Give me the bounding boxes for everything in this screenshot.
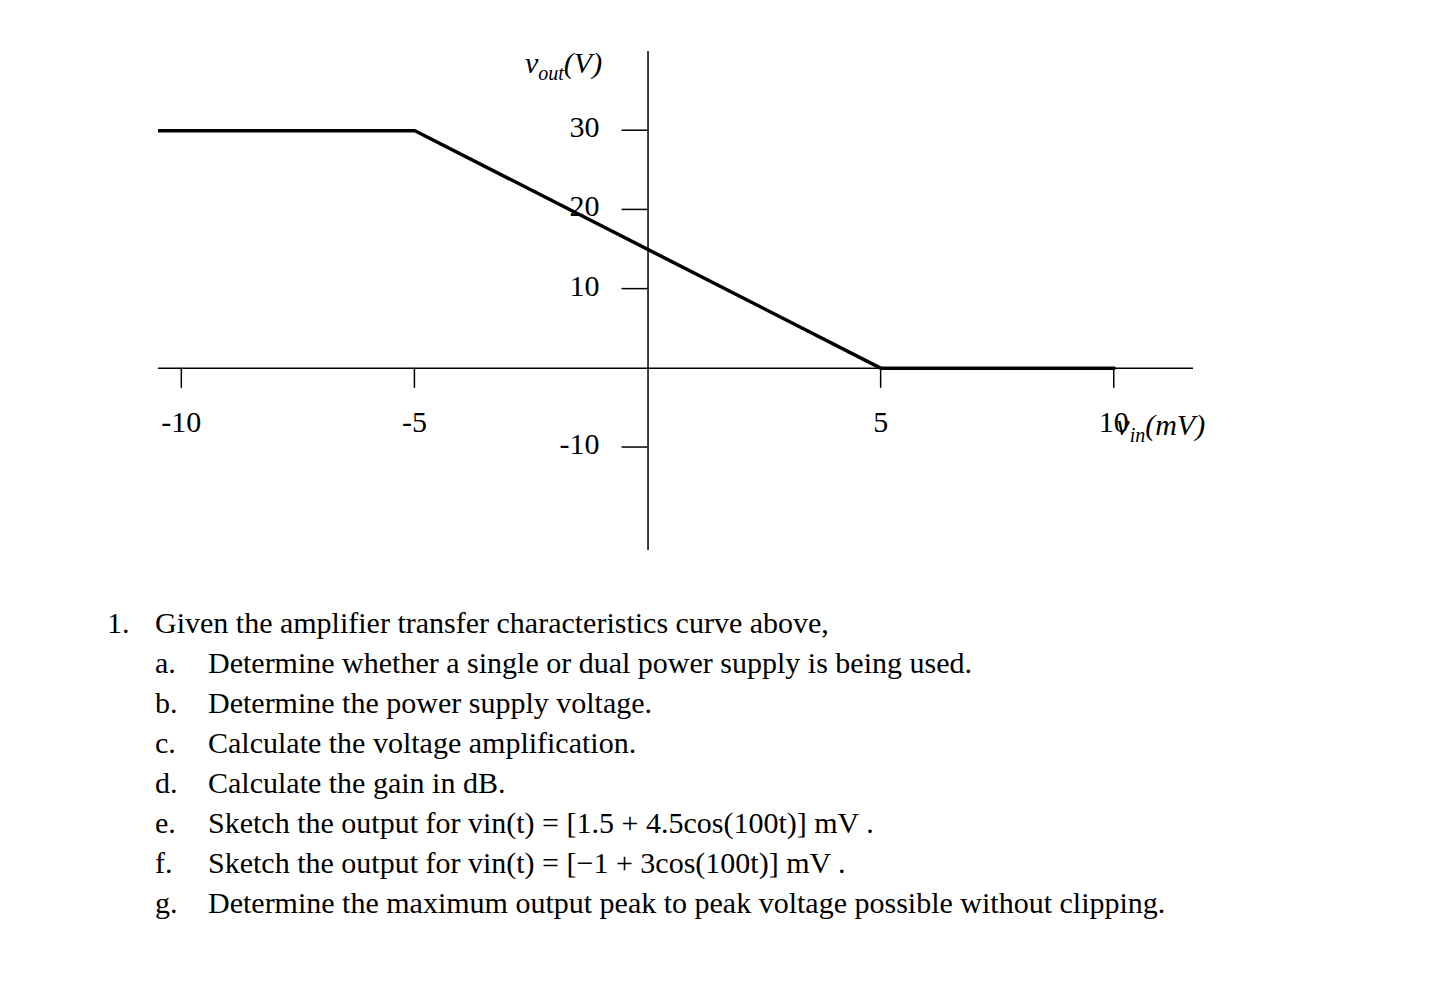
html-text:Sketch the output for vin(t) =: Sketch the output for vin(t) = [1.5 + 4.… [208,806,874,839]
svg-text:10: 10 [1098,404,1129,438]
svg-text:-5: -5 [402,405,427,438]
svg-text:vin(mV): vin(mV) [1116,408,1205,446]
svg-text:-10: -10 [560,427,600,460]
html-text:d.: d. [155,766,178,799]
svg-text:vout(V): vout(V) [525,46,602,84]
html-text:Determine the power supply vol: Determine the power supply voltage. [208,686,652,719]
svg-text:30: 30 [570,110,600,143]
html-text:Calculate the voltage amplific: Calculate the voltage amplification. [208,726,637,759]
html-text:Given the amplifier transfer c: Given the amplifier transfer characteris… [155,606,829,639]
html-text:1.: 1. [107,606,130,639]
svg-text:20: 20 [570,189,600,222]
html-text:c.: c. [155,726,176,759]
html-text:Sketch the output for vin(t) =: Sketch the output for vin(t) = [−1 + 3co… [208,846,846,879]
html-text:b.: b. [155,686,178,719]
html-text:f.: f. [155,846,173,879]
html-text:Calculate the gain in dB.: Calculate the gain in dB. [208,766,506,799]
svg-text:5: 5 [873,405,888,438]
svg-text:10: 10 [570,269,600,302]
html-text:Determine the maximum output p: Determine the maximum output peak to pea… [208,886,1166,919]
html-text:Determine whether a single or: Determine whether a single or dual power… [208,646,972,679]
svg-text:-10: -10 [161,405,201,438]
html-text:a.: a. [155,646,176,679]
html-text:e.: e. [155,806,176,839]
html-text:g.: g. [155,886,178,919]
